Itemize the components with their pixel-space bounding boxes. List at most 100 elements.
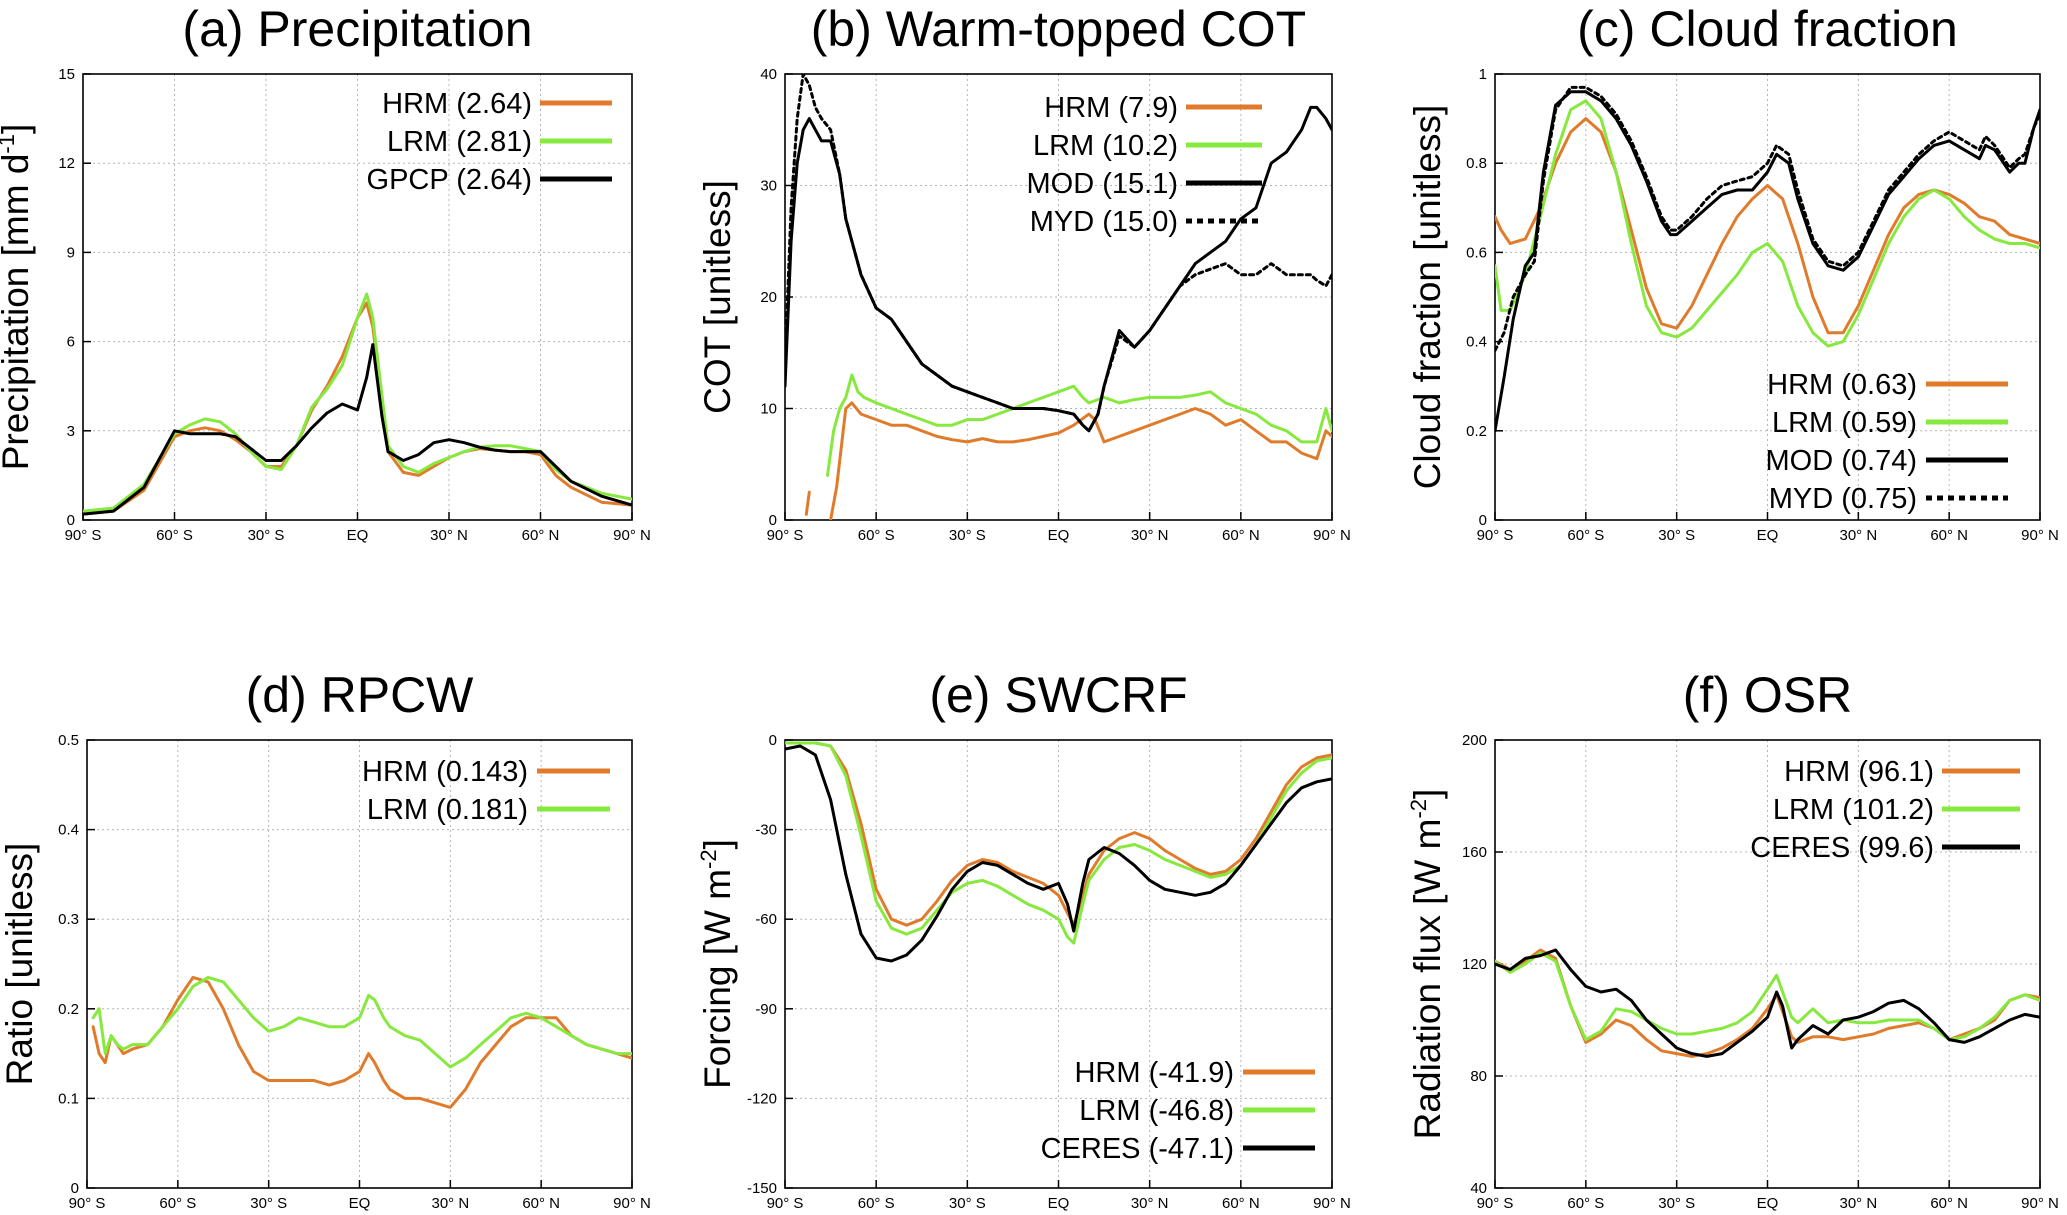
x-tick-label: EQ [1048, 527, 1070, 544]
y-axis-label-close: ] [697, 839, 738, 849]
series-line-lrm [785, 741, 1332, 945]
y-tick-label: -120 [747, 1090, 777, 1107]
legend-label-hrm: HRM (2.64) [382, 88, 532, 120]
legend-label-gpcp: GPCP (2.64) [367, 164, 532, 196]
x-tick-label: 90° N [2021, 1195, 2059, 1212]
x-tick-label: 60° S [159, 1195, 196, 1212]
y-tick-label: 0.5 [58, 732, 79, 749]
y-axis-label-main: COT [unitless] [697, 180, 738, 414]
x-tick-label: 30° N [1839, 1195, 1877, 1212]
x-tick-label: 60° S [858, 1195, 895, 1212]
x-tick-label: 90° N [613, 1195, 651, 1212]
x-tick-label: 90° N [1313, 527, 1351, 544]
y-axis-label-superscript: -2 [696, 849, 721, 869]
y-axis-label: Ratio [unitless] [0, 843, 40, 1086]
y-axis-label-main: Precipitation [mm d [0, 154, 36, 471]
legend-label-hrm: HRM (0.63) [1767, 369, 1917, 401]
chart-title: (a) Precipitation [182, 1, 532, 57]
legend-label-hrm: HRM (-41.9) [1074, 1057, 1234, 1089]
y-tick-label: -30 [755, 822, 777, 839]
panel-a: 90° S 60° S 30° S EQ 30° N 60° N 90° N 0 3 6 9 12 15… [0, 1, 651, 544]
y-tick-label: 0 [71, 1180, 79, 1197]
y-tick-label: 40 [760, 66, 777, 83]
x-tick-label: 60° S [1567, 527, 1604, 544]
legend-label-lrm: LRM (-46.8) [1079, 1095, 1234, 1127]
series-line-hrm [91, 975, 632, 1109]
y-tick-label: 0 [769, 732, 777, 749]
y-tick-label: 0.1 [58, 1090, 79, 1107]
legend-label-hrm: HRM (96.1) [1784, 756, 1934, 788]
x-tick-label: 90° N [1313, 1195, 1351, 1212]
y-tick-label: 9 [67, 244, 75, 261]
y-tick-label: 10 [760, 401, 777, 418]
x-tick-label: EQ [349, 1195, 371, 1212]
panel-f: 90° S 60° S 30° S EQ 30° N 60° N 90° N 40 80 120 1… [1406, 667, 2059, 1212]
x-tick-label: 60° S [1567, 1195, 1604, 1212]
y-axis-label-main: Radiation flux [W m [1407, 819, 1448, 1140]
y-axis-label: Cloud fraction [unitless] [1407, 105, 1448, 490]
x-tick-label: EQ [1048, 1195, 1070, 1212]
y-tick-label: 0.2 [58, 1001, 79, 1018]
legend-label-hrm: HRM (0.143) [362, 756, 528, 788]
series-line-hrm [829, 401, 1332, 520]
x-tick-label: 30° N [1131, 527, 1169, 544]
legend-label-lrm: LRM (2.81) [387, 126, 532, 158]
y-axis-label: Radiation flux [W m-2] [1406, 789, 1448, 1140]
y-tick-label: 160 [1462, 844, 1487, 861]
x-tick-label: 30° S [250, 1195, 287, 1212]
x-tick-label: 60° N [1222, 1195, 1260, 1212]
x-tick-label: 90° S [69, 1195, 106, 1212]
x-tick-label: 90° N [2021, 527, 2059, 544]
panel-e: 90° S 60° S 30° S EQ 30° N 60° N 90° N -150 -120… [696, 667, 1351, 1212]
legend-label-myd: MYD (15.0) [1030, 206, 1178, 238]
y-tick-label: 3 [67, 423, 75, 440]
y-tick-label: 1 [1479, 66, 1487, 83]
panel-d: 90° S 60° S 30° S EQ 30° N 60° N 90° N 0 0.1 0.2 0… [0, 667, 651, 1212]
y-tick-label: 200 [1462, 732, 1487, 749]
legend-label-ceres: CERES (-47.1) [1041, 1133, 1234, 1165]
legend-label-hrm: HRM (7.9) [1044, 92, 1178, 124]
series-line-myd [1495, 85, 2040, 352]
y-axis-label: Forcing [W m-2] [696, 839, 738, 1089]
chart-title: (c) Cloud fraction [1577, 1, 1958, 57]
y-axis-label-close: ] [1407, 789, 1448, 799]
series-line-hrm [1495, 117, 2040, 335]
x-tick-label: 60° S [156, 527, 193, 544]
x-tick-label: 30° N [430, 527, 468, 544]
legend-label-lrm: LRM (101.2) [1773, 794, 1934, 826]
series-line-gpcp [83, 343, 632, 516]
x-tick-label: 60° N [1930, 1195, 1968, 1212]
chart-title: (e) SWCRF [929, 667, 1187, 723]
y-axis-label-superscript: -1 [0, 134, 19, 154]
legend-label-ceres: CERES (99.6) [1750, 832, 1934, 864]
y-axis-label-main: Forcing [W m [697, 869, 738, 1089]
x-tick-label: 90° N [613, 527, 651, 544]
x-tick-label: 90° S [65, 527, 102, 544]
y-tick-label: 0 [67, 512, 75, 529]
x-tick-label: 60° N [522, 527, 560, 544]
x-tick-label: 30° S [248, 527, 285, 544]
y-tick-label: 0.8 [1466, 155, 1487, 172]
x-tick-label: 60° N [1222, 527, 1260, 544]
y-tick-label: -60 [755, 911, 777, 928]
y-axis-label-main: Cloud fraction [unitless] [1407, 105, 1448, 490]
x-tick-label: 60° N [1930, 527, 1968, 544]
y-tick-label: -90 [755, 1001, 777, 1018]
y-tick-label: 12 [58, 155, 75, 172]
y-tick-label: 0.6 [1466, 244, 1487, 261]
legend-label-lrm: LRM (0.59) [1772, 407, 1917, 439]
x-tick-label: 30° N [431, 1195, 469, 1212]
series-line-lrm [826, 373, 1332, 477]
chart-title: (b) Warm-topped COT [811, 1, 1306, 57]
y-tick-label: 30 [760, 178, 777, 195]
y-tick-label: 6 [67, 334, 75, 351]
y-tick-label: 120 [1462, 956, 1487, 973]
y-tick-label: 0.2 [1466, 423, 1487, 440]
panel-b: 90° S 60° S 30° S EQ 30° N 60° N 90° N 0 10 20 30 4… [697, 1, 1351, 544]
y-tick-label: 0.4 [1466, 334, 1487, 351]
x-tick-label: 30° N [1131, 1195, 1169, 1212]
chart-title: (d) RPCW [246, 667, 475, 723]
x-tick-label: 30° N [1839, 527, 1877, 544]
x-tick-label: 90° S [767, 1195, 804, 1212]
